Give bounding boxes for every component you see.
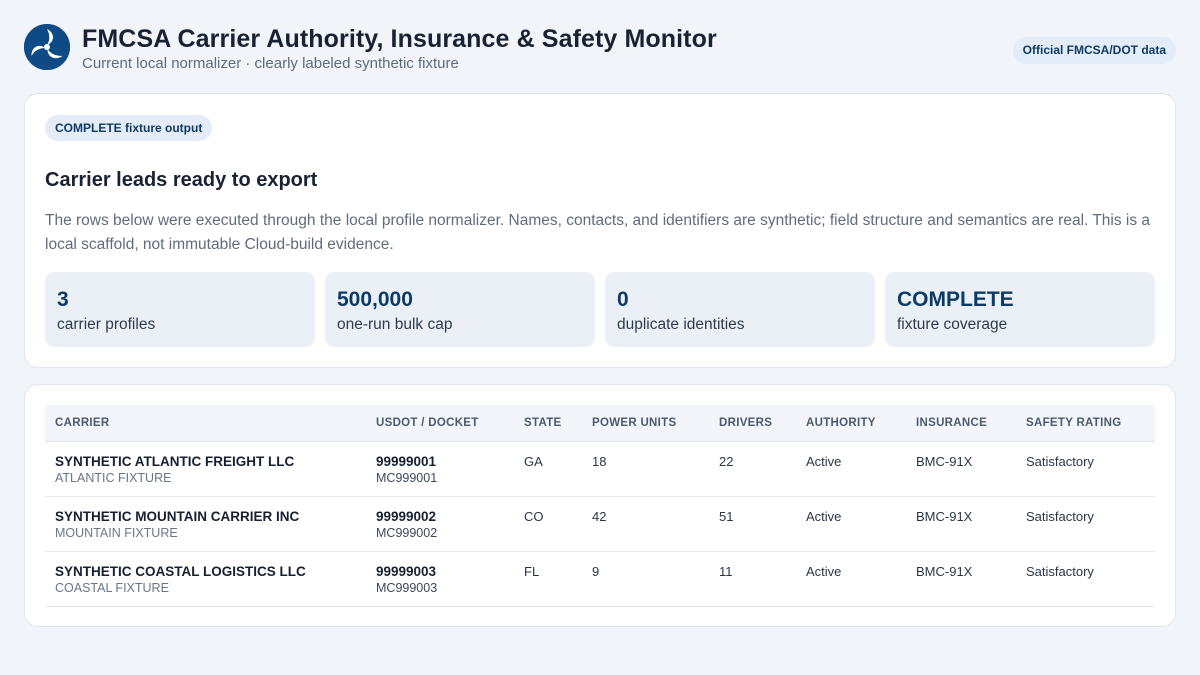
state-cell: GA xyxy=(514,441,582,497)
table-row: SYNTHETIC ATLANTIC FREIGHT LLC ATLANTIC … xyxy=(45,441,1155,497)
carrier-cell: SYNTHETIC ATLANTIC FREIGHT LLC ATLANTIC … xyxy=(45,441,366,497)
section-title: Carrier leads ready to export xyxy=(45,169,318,191)
insurance-cell: BMC-91X xyxy=(906,496,1016,552)
carrier-table: CARRIER USDOT / DOCKET STATE POWER UNITS… xyxy=(45,405,1155,607)
column-header-authority: AUTHORITY xyxy=(796,405,906,442)
docket-number: MC999002 xyxy=(376,525,438,540)
insurance-cell: BMC-91X xyxy=(906,441,1016,497)
app-subtitle: Current local normalizer · clearly label… xyxy=(82,55,459,72)
power-units-cell: 9 xyxy=(582,551,709,607)
carrier-table-card: CARRIER USDOT / DOCKET STATE POWER UNITS… xyxy=(24,384,1176,627)
carrier-cell: SYNTHETIC MOUNTAIN CARRIER INC MOUNTAIN … xyxy=(45,496,366,552)
authority-cell: Active xyxy=(796,496,906,552)
safety-rating-cell: Satisfactory xyxy=(1016,441,1155,497)
safety-rating-cell: Satisfactory xyxy=(1016,551,1155,607)
stat-duplicate-identities: 0 duplicate identities xyxy=(605,272,875,347)
authority-cell: Active xyxy=(796,441,906,497)
power-units-cell: 18 xyxy=(582,441,709,497)
table-row: SYNTHETIC MOUNTAIN CARRIER INC MOUNTAIN … xyxy=(45,496,1155,552)
stat-value: COMPLETE xyxy=(897,288,1014,311)
carrier-name: SYNTHETIC ATLANTIC FREIGHT LLC xyxy=(55,453,295,469)
usdot-cell: 99999002 MC999002 xyxy=(366,496,514,552)
drivers-cell: 11 xyxy=(709,551,796,607)
column-header-safety-rating: SAFETY RATING xyxy=(1016,405,1155,442)
stat-value: 3 xyxy=(57,288,69,311)
stat-label: fixture coverage xyxy=(897,316,1008,333)
official-data-badge: Official FMCSA/DOT data xyxy=(1012,37,1176,64)
stat-label: carrier profiles xyxy=(57,316,156,333)
stat-label: duplicate identities xyxy=(617,316,745,333)
column-header-carrier: CARRIER xyxy=(45,405,366,442)
usdot-cell: 99999003 MC999003 xyxy=(366,551,514,607)
safety-rating-cell: Satisfactory xyxy=(1016,496,1155,552)
summary-card: COMPLETE fixture output Carrier leads re… xyxy=(24,93,1176,368)
column-header-insurance: INSURANCE xyxy=(906,405,1016,442)
column-header-power-units: POWER UNITS xyxy=(582,405,709,442)
stat-label: one-run bulk cap xyxy=(337,316,453,333)
stats-row: 3 carrier profiles 500,000 one-run bulk … xyxy=(45,272,1155,347)
state-cell: FL xyxy=(514,551,582,607)
stat-value: 500,000 xyxy=(337,288,413,311)
column-header-drivers: DRIVERS xyxy=(709,405,796,442)
status-pill: COMPLETE fixture output xyxy=(45,115,213,141)
dot-logo-icon xyxy=(24,24,70,70)
carrier-fixture-label: COASTAL FIXTURE xyxy=(55,580,169,595)
carrier-name: SYNTHETIC COASTAL LOGISTICS LLC xyxy=(55,563,306,579)
carrier-fixture-label: MOUNTAIN FIXTURE xyxy=(55,525,178,540)
stat-value: 0 xyxy=(617,288,629,311)
state-cell: CO xyxy=(514,496,582,552)
stat-bulk-cap: 500,000 one-run bulk cap xyxy=(325,272,595,347)
usdot-number: 99999003 xyxy=(376,563,437,579)
stat-fixture-coverage: COMPLETE fixture coverage xyxy=(885,272,1155,347)
usdot-cell: 99999001 MC999001 xyxy=(366,441,514,497)
drivers-cell: 22 xyxy=(709,441,796,497)
docket-number: MC999001 xyxy=(376,470,438,485)
app-title: FMCSA Carrier Authority, Insurance & Saf… xyxy=(82,25,717,53)
carrier-cell: SYNTHETIC COASTAL LOGISTICS LLC COASTAL … xyxy=(45,551,366,607)
docket-number: MC999003 xyxy=(376,580,438,595)
drivers-cell: 51 xyxy=(709,496,796,552)
page-header: FMCSA Carrier Authority, Insurance & Saf… xyxy=(24,24,1176,76)
column-header-state: STATE xyxy=(514,405,582,442)
usdot-number: 99999002 xyxy=(376,508,437,524)
stat-carrier-profiles: 3 carrier profiles xyxy=(45,272,315,347)
power-units-cell: 42 xyxy=(582,496,709,552)
column-header-usdot-docket: USDOT / DOCKET xyxy=(366,405,514,442)
title-block: FMCSA Carrier Authority, Insurance & Saf… xyxy=(82,24,1176,75)
section-description: The rows below were executed through the… xyxy=(45,212,1151,253)
authority-cell: Active xyxy=(796,551,906,607)
table-header-row: CARRIER USDOT / DOCKET STATE POWER UNITS… xyxy=(45,405,1155,442)
insurance-cell: BMC-91X xyxy=(906,551,1016,607)
carrier-fixture-label: ATLANTIC FIXTURE xyxy=(55,470,172,485)
carrier-name: SYNTHETIC MOUNTAIN CARRIER INC xyxy=(55,508,300,524)
usdot-number: 99999001 xyxy=(376,453,437,469)
table-row: SYNTHETIC COASTAL LOGISTICS LLC COASTAL … xyxy=(45,551,1155,607)
